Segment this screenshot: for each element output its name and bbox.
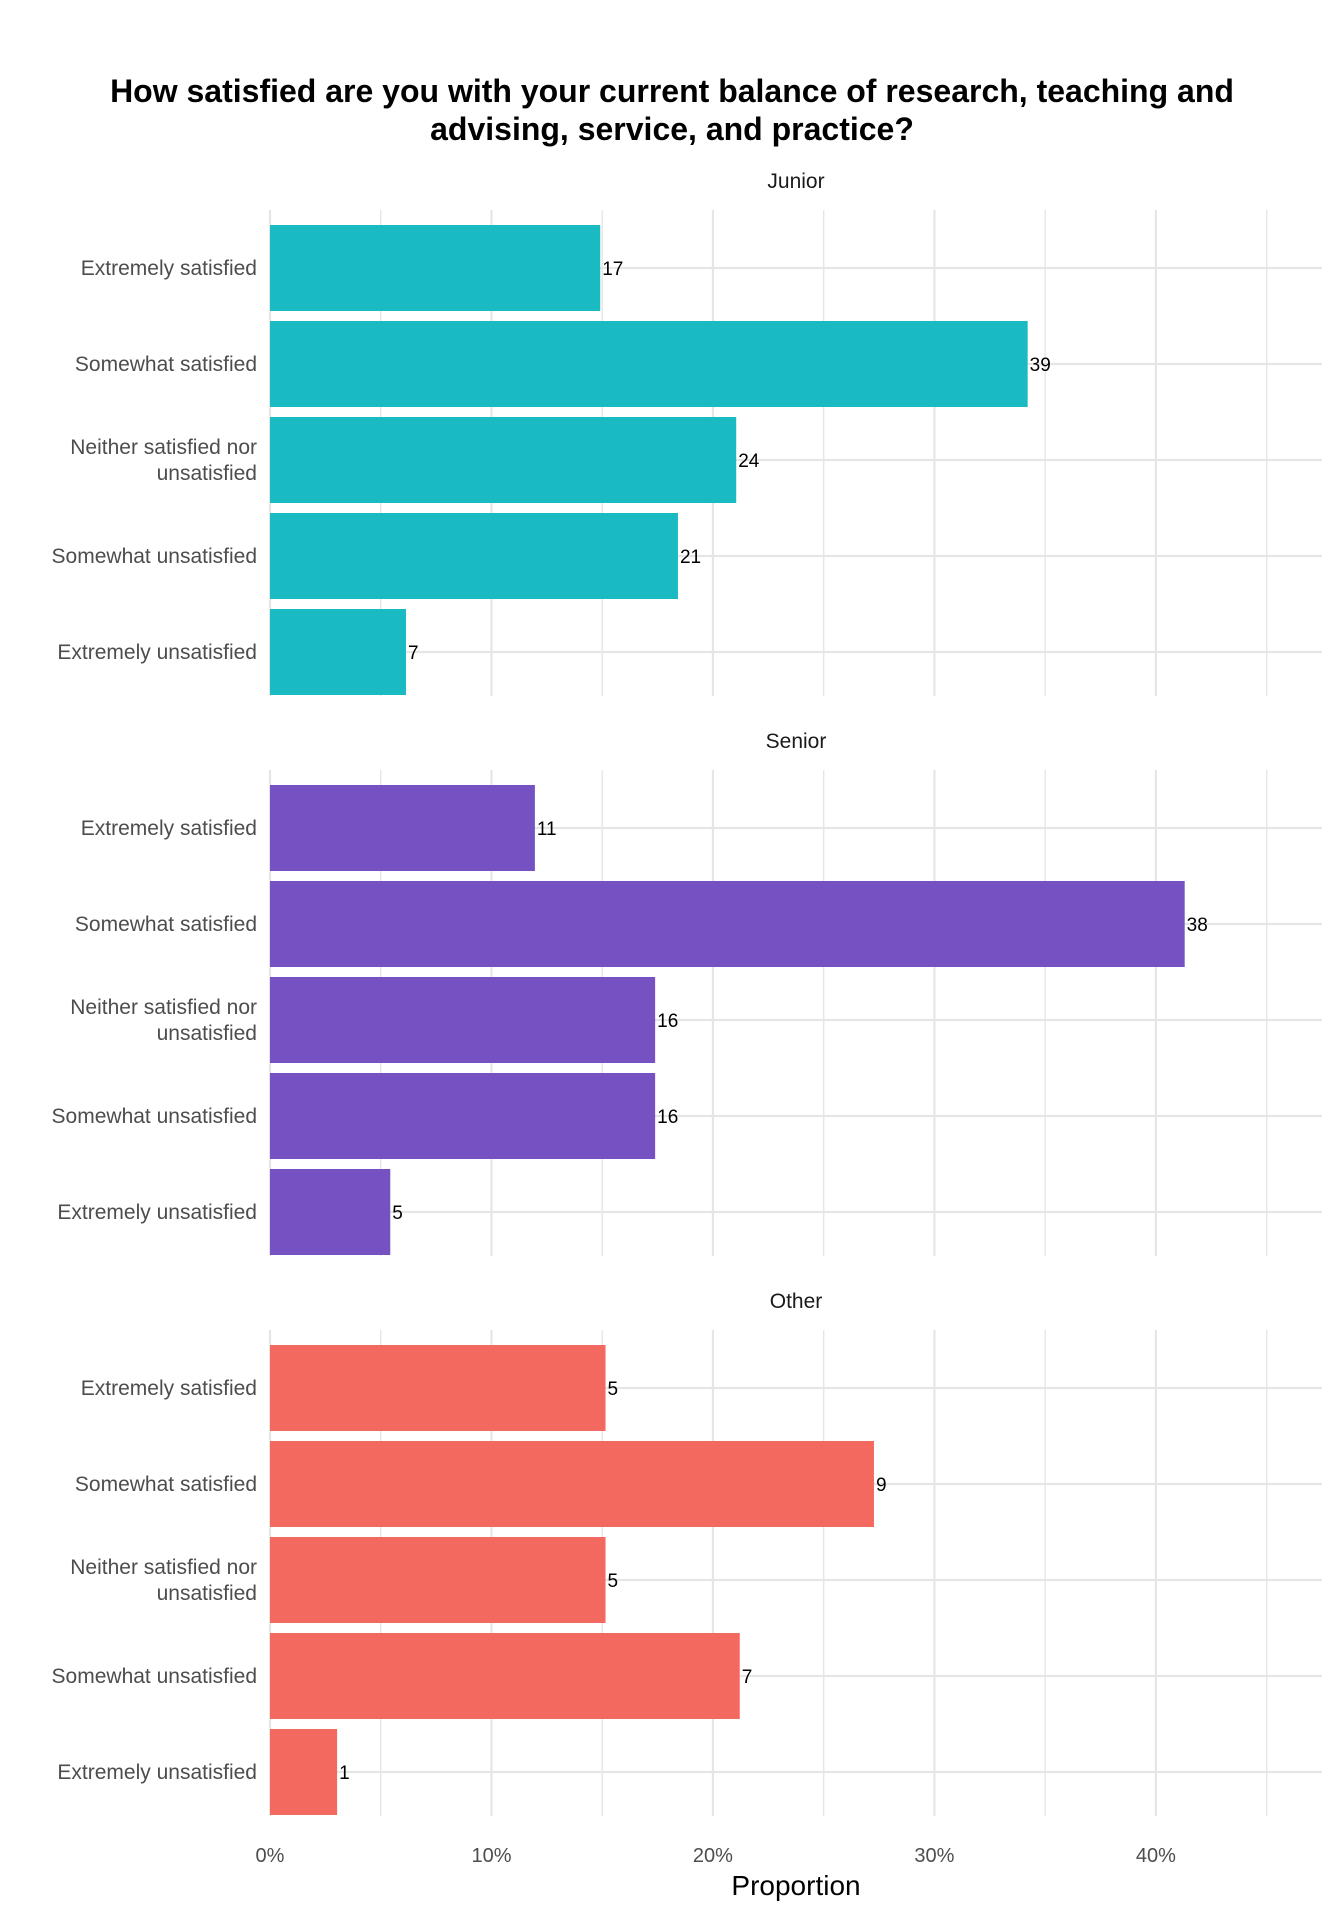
category-label: Extremely unsatisfied: [57, 1201, 257, 1224]
category-label-line: Somewhat unsatisfied: [52, 1665, 257, 1688]
bar: [270, 225, 601, 311]
category-label: Somewhat unsatisfied: [52, 1665, 257, 1688]
bar-count-label: 39: [1030, 355, 1051, 376]
category-label: Somewhat unsatisfied: [52, 545, 257, 568]
category-label: Extremely satisfied: [81, 1377, 257, 1400]
category-label-line: unsatisfied: [157, 1022, 257, 1045]
bar-count-label: 1: [339, 1763, 350, 1784]
bar: [270, 321, 1028, 407]
category-label: Somewhat satisfied: [75, 353, 257, 376]
bar: [270, 1073, 656, 1159]
category-label-line: Extremely unsatisfied: [57, 1761, 257, 1784]
category-label-line: Somewhat satisfied: [75, 353, 257, 376]
x-tick-label: 20%: [693, 1845, 733, 1867]
category-label: Neither satisfied nor unsatisfied: [70, 436, 257, 485]
category-label: Somewhat satisfied: [75, 1473, 257, 1496]
facet-title: Other: [770, 1290, 823, 1313]
bar-count-label: 5: [608, 1379, 619, 1400]
facet-panel-other: Other 5 Extremely satisfied 9 Somewhat satis…: [52, 1290, 1322, 1816]
category-label-line: Neither satisfied nor: [70, 1556, 257, 1579]
category-label: Neither satisfied nor unsatisfied: [70, 996, 257, 1045]
bar-count-label: 11: [537, 819, 557, 840]
x-tick-label: 30%: [914, 1845, 954, 1867]
category-label: Extremely satisfied: [81, 817, 257, 840]
category-label-line: Extremely satisfied: [81, 257, 257, 280]
x-axis-title: Proportion: [731, 1870, 860, 1901]
bar-count-label: 7: [408, 643, 419, 664]
facet-panel-junior: Junior 17 Extremely satisfied 39 Somewhat sa…: [52, 170, 1322, 696]
bar-count-label: 17: [602, 259, 623, 280]
category-label-line: Somewhat satisfied: [75, 913, 257, 936]
bar-count-label: 5: [608, 1571, 619, 1592]
category-label-line: Neither satisfied nor: [70, 996, 257, 1019]
category-label-line: Somewhat satisfied: [75, 1473, 257, 1496]
bar-count-label: 38: [1187, 915, 1208, 936]
bar-count-label: 24: [738, 451, 760, 472]
category-label-line: Extremely unsatisfied: [57, 641, 257, 664]
category-label: Extremely unsatisfied: [57, 1761, 257, 1784]
category-label-line: Somewhat unsatisfied: [52, 1105, 257, 1128]
chart-title-line-2: advising, service, and practice?: [430, 111, 914, 147]
bar: [270, 513, 678, 599]
chart-title: How satisfied are you with your current …: [0, 72, 1344, 148]
bar: [270, 1441, 874, 1527]
category-label-line: unsatisfied: [157, 1582, 257, 1605]
bar: [270, 881, 1185, 967]
bar: [270, 609, 406, 695]
bar: [270, 1729, 338, 1815]
bar: [270, 977, 656, 1063]
facet-panel-senior: Senior 11 Extremely satisfied 38 Somewhat sa…: [52, 730, 1322, 1256]
x-tick-label: 10%: [471, 1845, 511, 1867]
category-label: Somewhat unsatisfied: [52, 1105, 257, 1128]
bar: [270, 1537, 606, 1623]
bar-count-label: 21: [680, 547, 701, 568]
bar-count-label: 9: [876, 1475, 887, 1496]
category-label-line: Extremely unsatisfied: [57, 1201, 257, 1224]
category-label: Extremely satisfied: [81, 257, 257, 280]
bar-count-label: 16: [657, 1107, 678, 1128]
bar: [270, 785, 535, 871]
category-label-line: Extremely satisfied: [81, 817, 257, 840]
bar: [270, 417, 737, 503]
category-label-line: Neither satisfied nor: [70, 436, 257, 459]
category-label: Neither satisfied nor unsatisfied: [70, 1556, 257, 1605]
bar: [270, 1633, 740, 1719]
x-tick-label: 0%: [256, 1845, 285, 1867]
x-tick-label: 40%: [1136, 1845, 1176, 1867]
bar-count-label: 7: [742, 1667, 753, 1688]
chart-title-line-1: How satisfied are you with your current …: [110, 73, 1234, 109]
category-label: Somewhat satisfied: [75, 913, 257, 936]
facet-title: Junior: [767, 170, 824, 193]
facet-title: Senior: [766, 730, 827, 753]
bar: [270, 1345, 606, 1431]
category-label-line: unsatisfied: [157, 462, 257, 485]
category-label: Extremely unsatisfied: [57, 641, 257, 664]
category-label-line: Somewhat unsatisfied: [52, 545, 257, 568]
bar-count-label: 5: [392, 1203, 403, 1224]
category-label-line: Extremely satisfied: [81, 1377, 257, 1400]
bar: [270, 1169, 391, 1255]
bar-count-label: 16: [657, 1011, 678, 1032]
